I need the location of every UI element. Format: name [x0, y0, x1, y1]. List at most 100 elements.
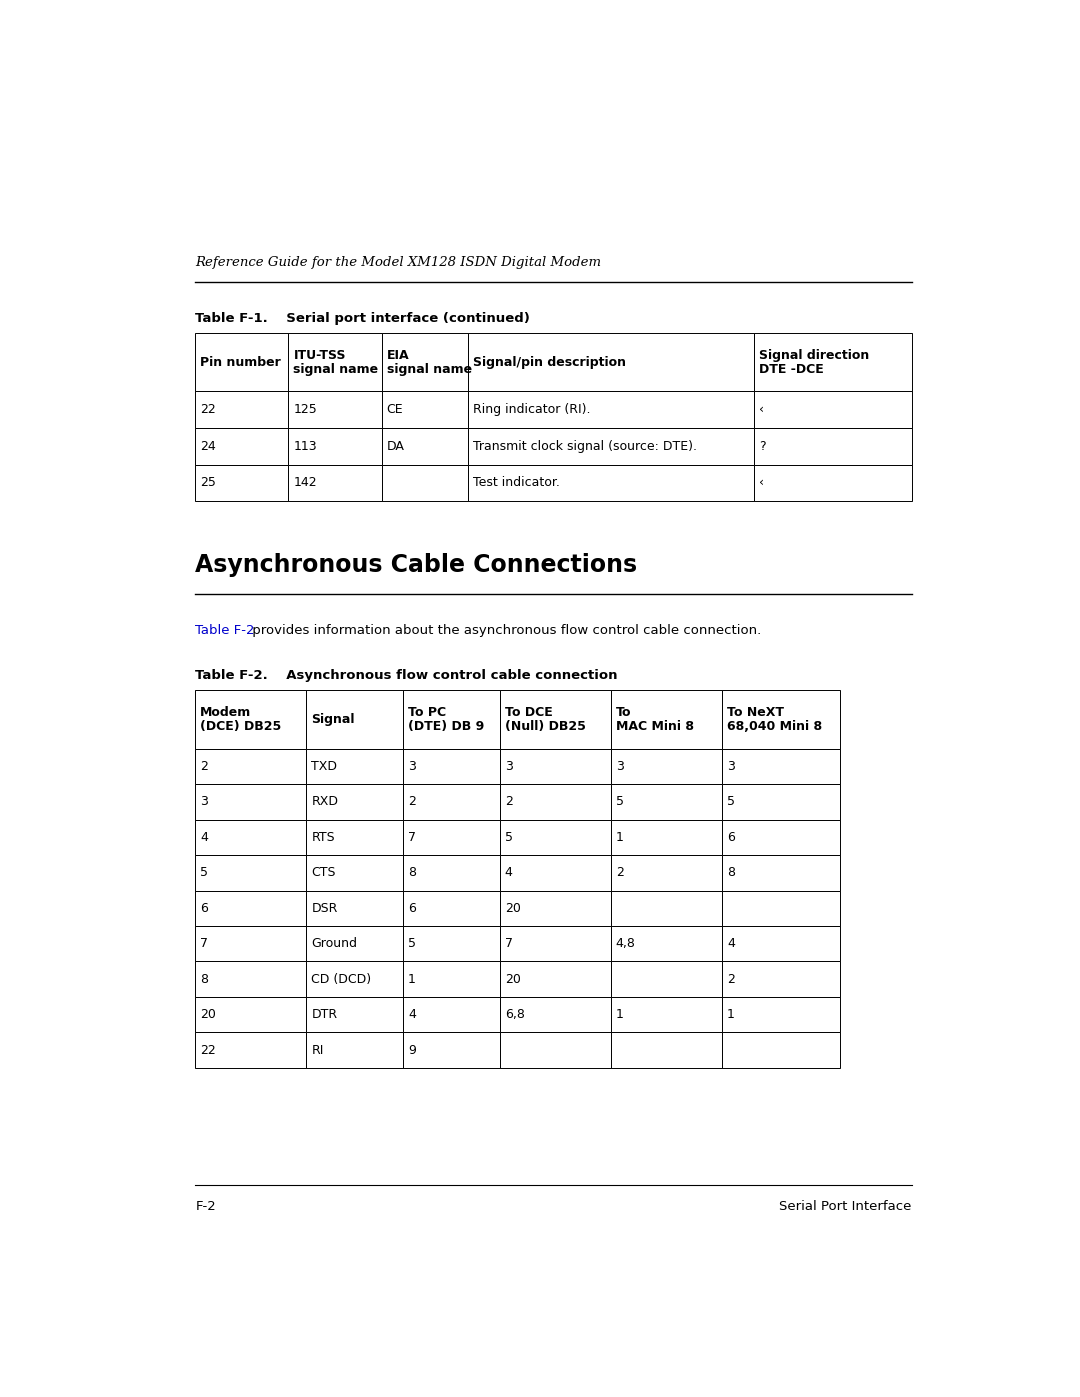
Text: 8: 8 — [727, 866, 734, 879]
Text: provides information about the asynchronous flow control cable connection.: provides information about the asynchron… — [248, 623, 761, 637]
Bar — [195, 890, 307, 926]
Bar — [195, 820, 307, 855]
Text: 1: 1 — [727, 1009, 734, 1021]
Text: 5: 5 — [200, 866, 208, 879]
Text: DTE -DCE: DTE -DCE — [759, 363, 824, 376]
Bar — [381, 334, 468, 391]
Text: MAC Mini 8: MAC Mini 8 — [616, 719, 693, 733]
Bar — [195, 1032, 307, 1067]
Text: 24: 24 — [200, 440, 216, 453]
Bar — [500, 690, 611, 749]
Bar — [721, 1032, 840, 1067]
Text: CD (DCD): CD (DCD) — [311, 972, 372, 986]
Text: RTS: RTS — [311, 831, 335, 844]
Text: 113: 113 — [294, 440, 318, 453]
Bar — [195, 465, 288, 502]
Text: To NeXT: To NeXT — [727, 705, 784, 719]
Bar — [611, 961, 721, 997]
Text: 2: 2 — [408, 795, 416, 809]
Bar — [195, 334, 288, 391]
Bar — [307, 997, 403, 1032]
Bar — [288, 427, 381, 465]
Bar — [721, 926, 840, 961]
Bar — [307, 961, 403, 997]
Text: 7: 7 — [200, 937, 208, 950]
Text: 2: 2 — [200, 760, 208, 773]
Bar — [403, 890, 500, 926]
Text: RXD: RXD — [311, 795, 338, 809]
Bar — [307, 690, 403, 749]
Text: 2: 2 — [727, 972, 734, 986]
Text: 142: 142 — [294, 476, 318, 489]
Text: DA: DA — [387, 440, 404, 453]
Text: (DTE) DB 9: (DTE) DB 9 — [408, 719, 484, 733]
Text: Table F-1.    Serial port interface (continued): Table F-1. Serial port interface (contin… — [195, 312, 530, 324]
Bar — [468, 334, 754, 391]
Text: Signal: Signal — [311, 712, 355, 726]
Bar — [611, 820, 721, 855]
Text: 6: 6 — [727, 831, 734, 844]
Bar — [611, 784, 721, 820]
Bar — [721, 784, 840, 820]
Text: 5: 5 — [616, 795, 624, 809]
Bar — [611, 926, 721, 961]
Text: Table F-2.    Asynchronous flow control cable connection: Table F-2. Asynchronous flow control cab… — [195, 669, 618, 682]
Text: ‹: ‹ — [759, 404, 765, 416]
Bar — [721, 820, 840, 855]
Bar — [468, 465, 754, 502]
Text: 6: 6 — [200, 901, 208, 915]
Bar — [468, 427, 754, 465]
Bar — [307, 926, 403, 961]
Bar — [611, 855, 721, 890]
Text: 3: 3 — [408, 760, 416, 773]
Bar — [307, 749, 403, 784]
Text: Asynchronous Cable Connections: Asynchronous Cable Connections — [195, 553, 637, 577]
Text: 3: 3 — [727, 760, 734, 773]
Text: 22: 22 — [200, 404, 216, 416]
Bar — [754, 391, 912, 427]
Text: 1: 1 — [616, 831, 624, 844]
Bar — [288, 391, 381, 427]
Bar — [195, 690, 307, 749]
Text: ITU-TSS: ITU-TSS — [294, 349, 346, 362]
Bar — [195, 749, 307, 784]
Text: 6: 6 — [408, 901, 416, 915]
Bar — [403, 784, 500, 820]
Bar — [721, 961, 840, 997]
Text: 4,8: 4,8 — [616, 937, 636, 950]
Text: To DCE: To DCE — [504, 705, 553, 719]
Text: Modem: Modem — [200, 705, 252, 719]
Bar — [721, 997, 840, 1032]
Bar — [288, 465, 381, 502]
Text: 3: 3 — [616, 760, 624, 773]
Bar — [611, 890, 721, 926]
Bar — [403, 820, 500, 855]
Text: Signal direction: Signal direction — [759, 349, 869, 362]
Text: 4: 4 — [200, 831, 208, 844]
Bar — [611, 749, 721, 784]
Text: Test indicator.: Test indicator. — [473, 476, 559, 489]
Text: 20: 20 — [504, 901, 521, 915]
Text: EIA: EIA — [387, 349, 409, 362]
Text: Serial Port Interface: Serial Port Interface — [780, 1200, 912, 1214]
Bar — [500, 749, 611, 784]
Bar — [500, 926, 611, 961]
Bar — [195, 391, 288, 427]
Text: (DCE) DB25: (DCE) DB25 — [200, 719, 282, 733]
Bar — [500, 855, 611, 890]
Bar — [195, 427, 288, 465]
Text: 2: 2 — [504, 795, 513, 809]
Bar — [721, 690, 840, 749]
Text: 4: 4 — [408, 1009, 416, 1021]
Text: ‹: ‹ — [759, 476, 765, 489]
Text: 9: 9 — [408, 1044, 416, 1056]
Text: 25: 25 — [200, 476, 216, 489]
Text: 4: 4 — [727, 937, 734, 950]
Bar — [403, 926, 500, 961]
Bar — [307, 890, 403, 926]
Text: 3: 3 — [504, 760, 513, 773]
Bar — [307, 1032, 403, 1067]
Text: RI: RI — [311, 1044, 324, 1056]
Text: 20: 20 — [200, 1009, 216, 1021]
Bar — [754, 427, 912, 465]
